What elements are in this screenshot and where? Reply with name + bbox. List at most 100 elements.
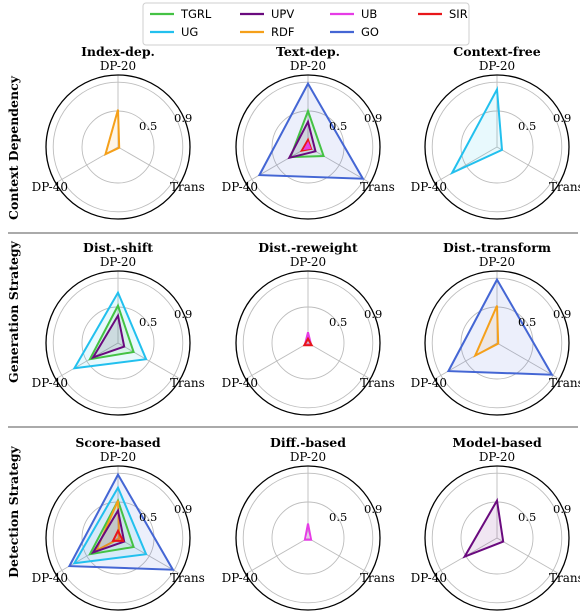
- radar-frame: [424, 270, 570, 416]
- radar-frame: [235, 270, 381, 416]
- ring-label: 0.5: [139, 510, 157, 524]
- axis-label-left: DP-40: [222, 571, 258, 585]
- ring-label: 0.5: [329, 510, 347, 524]
- grid-spoke: [307, 342, 371, 380]
- ring-label: 0.5: [518, 315, 536, 329]
- grid-spoke: [434, 146, 498, 184]
- axis-label-right: Trans: [170, 180, 205, 194]
- ring-label: 0.9: [553, 307, 571, 321]
- panel-title: Index-dep.: [81, 44, 155, 59]
- axis-label-right: Trans: [360, 180, 395, 194]
- legend: TGRL UG UPV RDF UB GO SIR: [142, 2, 470, 46]
- axis-label-right: Trans: [170, 376, 205, 390]
- radar-frame: [45, 74, 191, 220]
- ring-label: 0.9: [174, 111, 192, 125]
- grid-spoke: [245, 537, 309, 575]
- ring-label: 0.9: [364, 502, 382, 516]
- axis-label-left: DP-40: [411, 376, 447, 390]
- radar-frame: [424, 74, 570, 220]
- series-polygon-ub: [303, 141, 312, 151]
- radar-panel: [235, 74, 381, 220]
- grid-spoke: [496, 537, 560, 575]
- grid-spoke: [245, 342, 309, 380]
- grid-spoke: [245, 146, 309, 184]
- axis-label-left: DP-40: [32, 180, 68, 194]
- series-polygon-go: [446, 277, 554, 376]
- axis-label-left: DP-40: [411, 180, 447, 194]
- radar-panel: [424, 465, 570, 611]
- axis-label-left: DP-40: [32, 376, 68, 390]
- series-polygon-ug: [449, 85, 504, 176]
- axis-label-left: DP-40: [411, 571, 447, 585]
- row-label: Generation Strategy: [6, 240, 21, 383]
- axis-label-top: DP-20: [290, 59, 326, 73]
- series-polygon-rdf: [473, 305, 500, 358]
- series-polygon-ub: [303, 523, 313, 541]
- axis-label-top: DP-20: [290, 255, 326, 269]
- radar-frame: [235, 74, 381, 220]
- grid-spoke: [117, 146, 181, 184]
- radar-panel: [235, 270, 381, 416]
- ring-label: 0.5: [329, 119, 347, 133]
- grid-spoke: [307, 537, 371, 575]
- axis-label-top: DP-20: [479, 255, 515, 269]
- ring-label: 0.9: [364, 307, 382, 321]
- series-polygon-tgrl: [289, 108, 325, 159]
- series-polygon-upv: [90, 507, 126, 555]
- legend-frame: [142, 2, 470, 46]
- row-label: Context Dependency: [6, 75, 21, 220]
- axis-label-right: Trans: [360, 376, 395, 390]
- row-label: Detection Strategy: [6, 445, 21, 577]
- axis-label-top: DP-20: [100, 59, 136, 73]
- legend-label-tgrl: TGRL: [180, 7, 212, 21]
- series-polygon-upv: [462, 497, 505, 559]
- grid-spoke: [55, 342, 119, 380]
- panel-title: Model-based: [452, 435, 542, 450]
- ring-label: 0.5: [139, 119, 157, 133]
- radar-panel: [45, 270, 191, 416]
- axis-label-top: DP-20: [479, 450, 515, 464]
- legend-label-ug: UG: [181, 25, 198, 39]
- axis-label-left: DP-40: [32, 571, 68, 585]
- series-polygon-sir: [302, 336, 314, 347]
- ring-label: 0.9: [174, 307, 192, 321]
- ring-label: 0.9: [553, 502, 571, 516]
- panel-title: Score-based: [75, 435, 161, 450]
- panel-title: Context-free: [453, 44, 540, 59]
- axis-label-left: DP-40: [222, 376, 258, 390]
- radar-frame: [424, 465, 570, 611]
- series-polygon-rdf: [103, 109, 121, 157]
- radar-panel: [45, 74, 191, 220]
- axis-label-top: DP-20: [479, 59, 515, 73]
- ring-label: 0.5: [518, 510, 536, 524]
- legend-label-sir: SIR: [449, 7, 468, 21]
- axis-label-right: Trans: [549, 376, 580, 390]
- panel-title: Diff.-based: [270, 435, 346, 450]
- axis-label-left: DP-40: [222, 180, 258, 194]
- panel-title: Dist.-shift: [83, 240, 153, 255]
- panel-title: Dist.-reweight: [258, 240, 358, 255]
- panel-title: Text-dep.: [276, 44, 340, 59]
- axis-label-right: Trans: [170, 571, 205, 585]
- grid-spoke: [496, 342, 560, 380]
- ring-label: 0.9: [553, 111, 571, 125]
- legend-label-go: GO: [361, 25, 379, 39]
- grid-spoke: [496, 146, 560, 184]
- series-polygon-sir: [111, 528, 125, 542]
- panel-title: Dist.-transform: [443, 240, 551, 255]
- ring-label: 0.5: [329, 315, 347, 329]
- ring-label: 0.9: [174, 502, 192, 516]
- legend-label-rdf: RDF: [271, 25, 294, 39]
- axis-label-top: DP-20: [290, 450, 326, 464]
- legend-label-ub: UB: [361, 7, 377, 21]
- ring-label: 0.5: [139, 315, 157, 329]
- axis-label-top: DP-20: [100, 450, 136, 464]
- legend-label-upv: UPV: [271, 7, 294, 21]
- radar-panel: [235, 465, 381, 611]
- axis-label-right: Trans: [549, 180, 580, 194]
- radar-frame: [45, 465, 191, 611]
- grid-spoke: [117, 537, 181, 575]
- grid-spoke: [117, 342, 181, 380]
- radar-frame: [45, 270, 191, 416]
